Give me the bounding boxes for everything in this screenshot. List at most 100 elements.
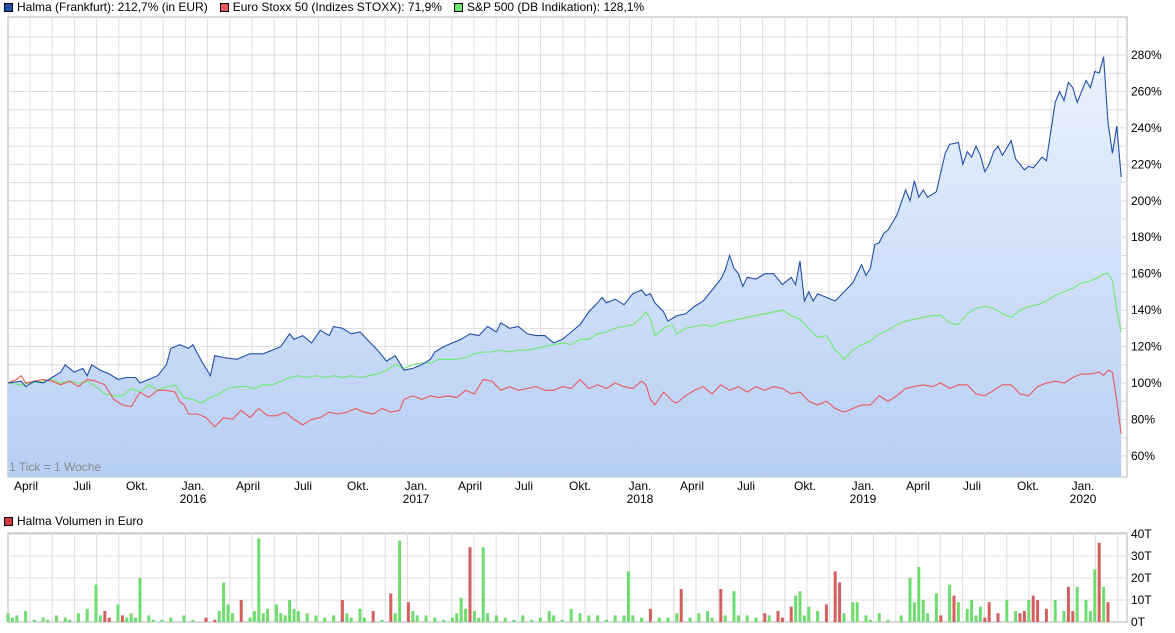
legend-halma[interactable]: Halma (Frankfurt): 212,7% (in EUR) bbox=[4, 0, 208, 14]
volume-bar[interactable] bbox=[547, 611, 551, 622]
volume-bar[interactable] bbox=[569, 608, 573, 622]
legend-sp500[interactable]: S&P 500 (DB Indikation): 128,1% bbox=[453, 0, 644, 14]
volume-bar[interactable] bbox=[230, 613, 234, 622]
volume-bar[interactable] bbox=[494, 615, 498, 622]
volume-bar[interactable] bbox=[1031, 595, 1035, 622]
volume-bar[interactable] bbox=[345, 613, 349, 622]
volume-bar[interactable] bbox=[688, 617, 692, 622]
volume-bar[interactable] bbox=[486, 613, 490, 622]
volume-bar[interactable] bbox=[424, 615, 428, 622]
volume-bar[interactable] bbox=[362, 617, 366, 622]
volume-bar[interactable] bbox=[261, 613, 265, 622]
volume-bar[interactable] bbox=[706, 611, 710, 622]
volume-bar[interactable] bbox=[1093, 569, 1097, 622]
volume-bar[interactable] bbox=[380, 619, 384, 622]
volume-bar[interactable] bbox=[222, 582, 226, 622]
volume-bar[interactable] bbox=[1027, 600, 1031, 622]
volume-bar[interactable] bbox=[956, 602, 960, 622]
volume-bar[interactable] bbox=[776, 611, 780, 622]
legend-volume[interactable]: Halma Volumen in Euro bbox=[4, 514, 143, 528]
volume-bar[interactable] bbox=[824, 604, 828, 622]
volume-bar[interactable] bbox=[406, 602, 410, 622]
volume-bar[interactable] bbox=[41, 617, 45, 622]
volume-bar[interactable] bbox=[94, 584, 98, 622]
volume-bar[interactable] bbox=[1036, 600, 1040, 622]
volume-bar[interactable] bbox=[332, 615, 336, 622]
volume-bar[interactable] bbox=[983, 617, 987, 622]
volume-bar[interactable] bbox=[899, 615, 903, 622]
volume-bar[interactable] bbox=[239, 600, 243, 622]
volume-bar[interactable] bbox=[85, 608, 89, 622]
volume-bar[interactable] bbox=[921, 600, 925, 622]
volume-bar[interactable] bbox=[138, 578, 142, 622]
volume-bar[interactable] bbox=[877, 613, 881, 622]
volume-bar[interactable] bbox=[851, 602, 855, 622]
volume-bar[interactable] bbox=[952, 595, 956, 622]
volume-bar[interactable] bbox=[415, 615, 419, 622]
volume-bar[interactable] bbox=[754, 617, 758, 622]
volume-bar[interactable] bbox=[411, 611, 415, 622]
volume-bar[interactable] bbox=[640, 617, 644, 622]
volume-bar[interactable] bbox=[107, 617, 111, 622]
volume-bar[interactable] bbox=[340, 600, 344, 622]
volume-bar[interactable] bbox=[732, 591, 736, 622]
volume-bar[interactable] bbox=[789, 606, 793, 622]
volume-bar[interactable] bbox=[1071, 611, 1075, 622]
volume-bar[interactable] bbox=[204, 617, 208, 622]
volume-bar[interactable] bbox=[169, 617, 173, 622]
volume-bar[interactable] bbox=[10, 617, 14, 622]
volume-bar[interactable] bbox=[864, 615, 868, 622]
volume-bar[interactable] bbox=[886, 619, 890, 622]
volume-bar[interactable] bbox=[838, 582, 842, 622]
volume-bar[interactable] bbox=[433, 617, 437, 622]
volume-bar[interactable] bbox=[450, 617, 454, 622]
volume-bar[interactable] bbox=[468, 547, 472, 622]
volume-bar[interactable] bbox=[552, 615, 556, 622]
volume-bar[interactable] bbox=[116, 604, 120, 622]
volume-bar[interactable] bbox=[736, 615, 740, 622]
volume-bar[interactable] bbox=[604, 619, 608, 622]
volume-bar[interactable] bbox=[1062, 611, 1066, 622]
volume-bar[interactable] bbox=[274, 604, 278, 622]
volume-bar[interactable] bbox=[455, 613, 459, 622]
volume-bar[interactable] bbox=[442, 619, 446, 622]
volume-bar[interactable] bbox=[578, 613, 582, 622]
volume-bar[interactable] bbox=[393, 613, 397, 622]
volume-bar[interactable] bbox=[521, 615, 525, 622]
volume-bar[interactable] bbox=[1066, 586, 1070, 622]
volume-bar[interactable] bbox=[389, 593, 393, 622]
volume-bar[interactable] bbox=[657, 617, 661, 622]
volume-bar[interactable] bbox=[288, 600, 292, 622]
volume-bar[interactable] bbox=[675, 613, 679, 622]
volume-bar[interactable] bbox=[151, 619, 155, 622]
volume-bar[interactable] bbox=[842, 613, 846, 622]
volume-bar[interactable] bbox=[648, 608, 652, 622]
volume-bar[interactable] bbox=[816, 611, 820, 622]
volume-bar[interactable] bbox=[512, 619, 516, 622]
volume-bar[interactable] bbox=[191, 619, 195, 622]
volume-bar[interactable] bbox=[868, 619, 872, 622]
volume-bar[interactable] bbox=[1053, 600, 1057, 622]
volume-bar[interactable] bbox=[939, 615, 943, 622]
volume-bar[interactable] bbox=[32, 619, 36, 622]
volume-bar[interactable] bbox=[926, 613, 930, 622]
volume-bar[interactable] bbox=[292, 608, 296, 622]
volume-bar[interactable] bbox=[98, 615, 102, 622]
volume-bar[interactable] bbox=[248, 617, 252, 622]
volume-bar[interactable] bbox=[723, 615, 727, 622]
volume-bar[interactable] bbox=[666, 617, 670, 622]
volume-bar[interactable] bbox=[226, 604, 230, 622]
volume-bar[interactable] bbox=[120, 615, 124, 622]
volume-bar[interactable] bbox=[697, 613, 701, 622]
volume-bar[interactable] bbox=[1084, 600, 1088, 622]
volume-bar[interactable] bbox=[996, 613, 1000, 622]
volume-bar[interactable] bbox=[103, 611, 107, 622]
volume-bar[interactable] bbox=[974, 615, 978, 622]
volume-bar[interactable] bbox=[560, 619, 564, 622]
volume-bar[interactable] bbox=[257, 538, 261, 622]
volume-bar[interactable] bbox=[459, 597, 463, 622]
volume-bar[interactable] bbox=[908, 578, 912, 622]
volume-bar[interactable] bbox=[279, 613, 283, 622]
volume-bar[interactable] bbox=[710, 617, 714, 622]
volume-bar[interactable] bbox=[481, 547, 485, 622]
